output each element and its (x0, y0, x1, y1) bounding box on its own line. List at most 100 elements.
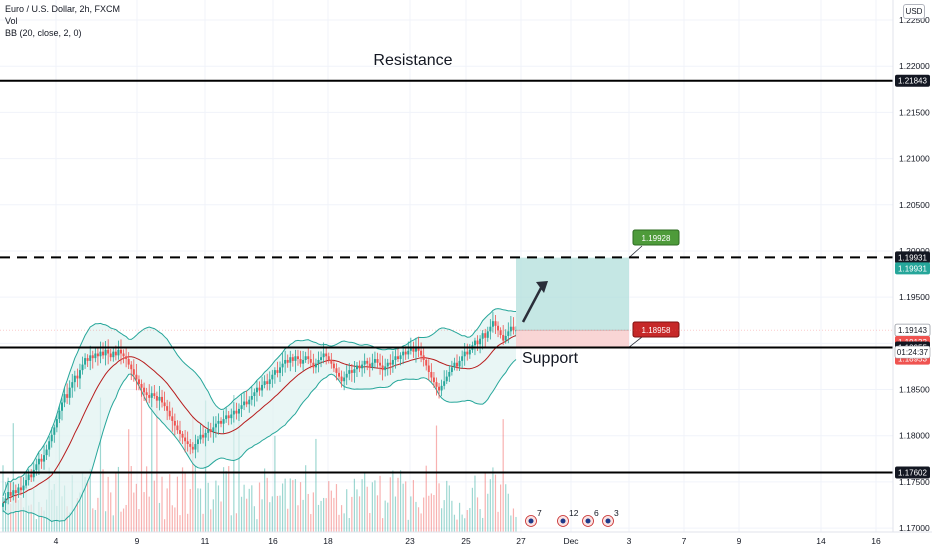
candle-body (73, 375, 76, 383)
volume-bar (453, 514, 456, 532)
candle-body (266, 381, 269, 384)
candle-body (191, 446, 194, 450)
volume-bar (364, 472, 366, 532)
candle-body (240, 405, 243, 409)
candle-body (48, 441, 51, 450)
volume-bar (320, 500, 322, 532)
candle-body (481, 333, 484, 339)
candle-body (479, 338, 482, 345)
y-tick-label: 1.21000 (899, 154, 930, 164)
candle-body (350, 370, 353, 373)
y-tick-label: 1.18000 (899, 431, 930, 441)
candle-body (32, 469, 35, 478)
candle-body (253, 392, 256, 396)
candle-body (368, 363, 371, 368)
bb-upper (2, 308, 517, 496)
candle-body (512, 326, 515, 331)
x-tick-label: 7 (682, 536, 687, 546)
candle-body (445, 376, 448, 382)
volume-bar (307, 493, 309, 532)
volume-indicator-label[interactable]: Vol (5, 16, 18, 26)
chart-legend: Euro / U.S. Dollar, 2h, FXCM Vol BB (20,… (5, 3, 120, 39)
candle-body (140, 383, 143, 388)
candle-body (161, 396, 164, 403)
volume-bar (389, 477, 391, 532)
volume-bar (199, 488, 202, 532)
volume-bar (84, 476, 86, 532)
x-tick-label: 25 (461, 536, 471, 546)
symbol-title[interactable]: Euro / U.S. Dollar, 2h, FXCM (5, 4, 121, 14)
volume-bar (169, 474, 171, 532)
volume-bar (43, 510, 45, 532)
candle-body (371, 362, 374, 368)
volume-bar (253, 506, 255, 532)
candle-body (468, 349, 471, 355)
candle-body (325, 353, 328, 357)
candle-body (45, 449, 48, 456)
volume-bar (330, 490, 332, 532)
volume-bar (276, 495, 279, 532)
volume-bar (317, 504, 320, 532)
candle-body (17, 487, 20, 493)
candle-body (35, 464, 38, 470)
candle-body (76, 375, 79, 379)
candle-body (235, 410, 238, 414)
volume-bar (184, 473, 186, 532)
volume-bar (143, 492, 145, 532)
volume-bar (207, 482, 209, 532)
candle-body (497, 325, 500, 331)
bb-lower (2, 359, 517, 522)
volume-bar (35, 519, 37, 532)
bb-indicator-label[interactable]: BB (20, close, 2, 0) (5, 28, 82, 38)
price-scale-tag (895, 251, 930, 264)
volume-bar (235, 513, 238, 532)
target-tag-label: 1.19928 (642, 234, 671, 243)
candle-body (166, 406, 169, 411)
volume-bar (487, 493, 489, 532)
long-position-tool[interactable]: 1.19928 1.18958 (516, 229, 680, 348)
volume-bar (335, 484, 338, 532)
countdown-label: 01:24:37 (897, 348, 929, 357)
volume-bar (246, 498, 248, 532)
candle-body (448, 371, 451, 377)
candle-body (78, 370, 81, 379)
candle-body (9, 492, 12, 496)
candle-body (417, 347, 420, 351)
currency-button[interactable]: USD (903, 4, 925, 19)
volume-bar (174, 507, 176, 532)
volume-bar (146, 466, 148, 532)
candle-body (348, 370, 351, 374)
candle-body (261, 384, 264, 391)
candle-body (112, 351, 115, 358)
candle-body (384, 366, 387, 371)
candle-body (430, 371, 433, 378)
volume-bar (512, 508, 515, 532)
volume-bar (279, 495, 281, 532)
volume-bar (461, 514, 463, 532)
volume-bar (171, 505, 173, 532)
candle-body (173, 420, 176, 426)
candlesticks (2, 311, 517, 513)
volume-bar (12, 423, 14, 532)
volume-bar (30, 504, 32, 532)
price-scale-tag-label: 1.19143 (898, 326, 927, 335)
x-tick-label: Dec (563, 536, 579, 546)
volume-bar (163, 519, 166, 532)
volume-bar (464, 518, 466, 532)
volume-bar (40, 507, 43, 532)
volume-bar (384, 500, 386, 532)
volume-bar (76, 497, 78, 532)
candle-body (202, 434, 205, 438)
volume-bar (471, 487, 473, 532)
candle-body (394, 356, 397, 360)
y-tick-label: 1.20000 (899, 246, 930, 256)
volume-bar (310, 514, 312, 532)
volume-bar (399, 470, 402, 532)
candle-body (102, 351, 105, 356)
volume-bar (79, 492, 81, 532)
volume-bar (128, 429, 130, 532)
volume-bar (297, 505, 299, 532)
candle-body (327, 356, 330, 360)
volume-bar (92, 508, 94, 532)
